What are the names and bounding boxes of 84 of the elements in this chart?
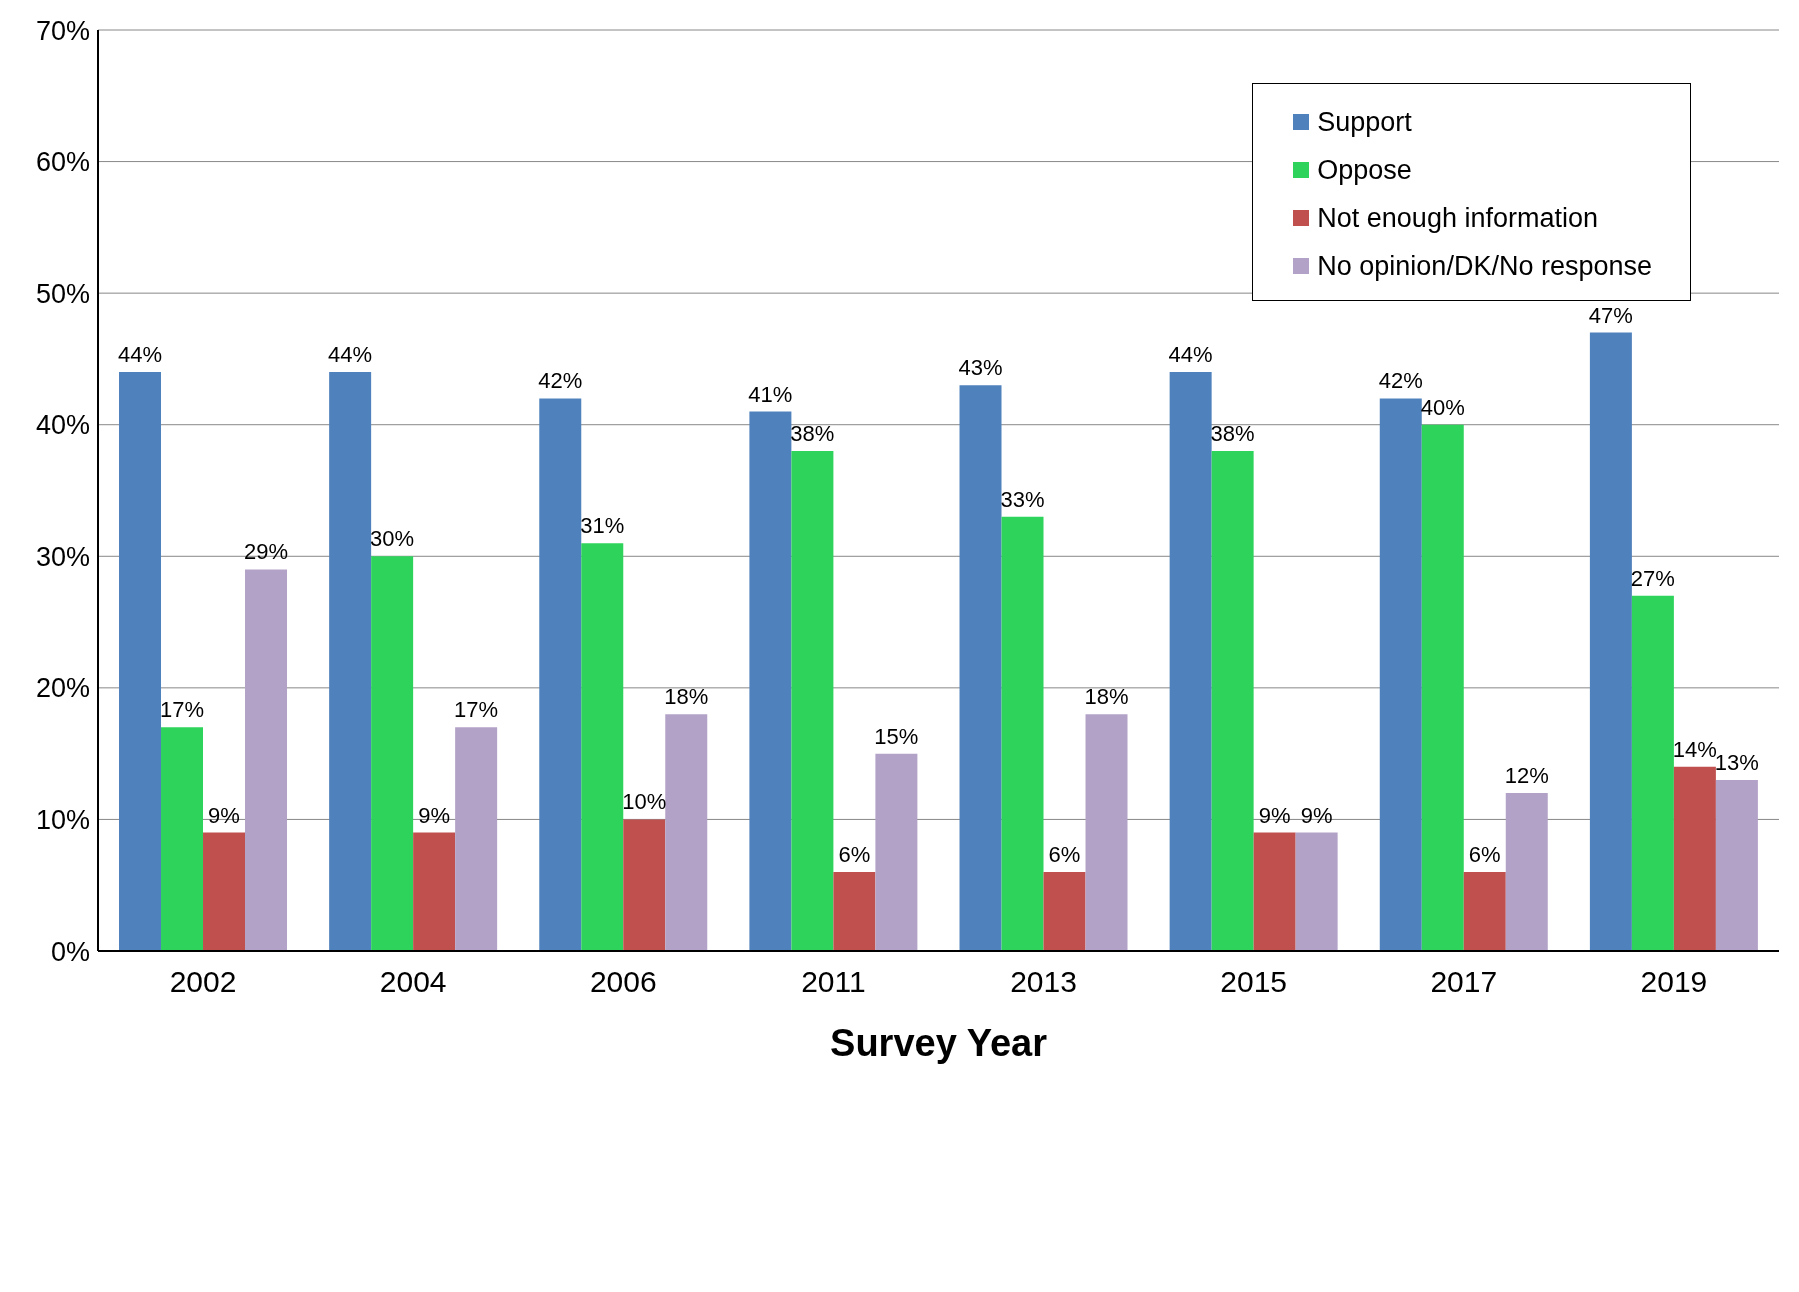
data-label: 17% (159, 697, 205, 723)
x-tick-label: 2019 (1640, 965, 1708, 999)
x-tick-label: 2015 (1220, 965, 1288, 999)
legend-label: Oppose (1317, 154, 1412, 186)
y-tick-label: 40% (35, 410, 90, 441)
bar (791, 451, 834, 951)
legend-label: Support (1317, 106, 1412, 138)
bar (1253, 832, 1296, 951)
x-tick-label: 2002 (169, 965, 237, 999)
data-label: 30% (370, 526, 415, 552)
bar (119, 372, 162, 951)
y-tick-label: 50% (35, 278, 90, 309)
data-label: 15% (874, 723, 919, 749)
bar (1001, 516, 1044, 951)
data-label: 10% (622, 789, 667, 815)
data-label: 38% (790, 421, 835, 447)
bar (1211, 451, 1254, 951)
y-tick-label: 0% (50, 936, 90, 967)
data-label: 18% (1084, 684, 1129, 710)
bar (833, 872, 876, 951)
bar (1715, 779, 1758, 951)
x-axis-title: Survey Year (830, 1022, 1048, 1064)
bar (749, 411, 792, 951)
bar (875, 753, 918, 951)
data-label: 9% (208, 802, 240, 828)
data-label: 6% (1048, 842, 1081, 868)
data-label: 38% (1210, 421, 1255, 447)
bar (245, 569, 288, 951)
data-label: 44% (1168, 342, 1213, 368)
data-label: 44% (328, 342, 373, 368)
y-tick-label: 20% (35, 673, 90, 704)
bar (539, 398, 582, 951)
bar (329, 372, 372, 951)
data-label: 9% (1300, 802, 1333, 828)
bar (203, 832, 246, 951)
data-label: 18% (664, 684, 709, 710)
bar (1085, 714, 1128, 951)
bar (371, 556, 414, 951)
data-label: 27% (1630, 565, 1675, 591)
data-label: 9% (1258, 802, 1291, 828)
bar (1379, 398, 1422, 951)
data-label: 47% (1588, 302, 1633, 328)
bar (1043, 872, 1086, 951)
data-label: 14% (1672, 736, 1717, 762)
data-label: 40% (1420, 394, 1465, 420)
bar (1295, 832, 1338, 951)
legend-label: No opinion/DK/No response (1317, 250, 1652, 282)
x-tick-label: 2006 (589, 965, 657, 999)
bar (1589, 332, 1632, 951)
y-tick-label: 10% (35, 805, 90, 836)
data-label: 42% (538, 368, 583, 394)
bar (1169, 372, 1212, 951)
x-tick-label: 2011 (801, 965, 866, 999)
data-label: 43% (958, 355, 1003, 381)
data-label: 33% (1000, 486, 1045, 512)
data-label: 6% (1468, 842, 1501, 868)
x-tick-label: 2017 (1430, 965, 1498, 999)
data-label: 6% (838, 842, 871, 868)
bar (1505, 793, 1548, 951)
data-label: 12% (1504, 763, 1549, 789)
bar (959, 385, 1002, 951)
data-label: 31% (580, 513, 625, 539)
bar (623, 819, 666, 951)
bar (665, 714, 708, 951)
data-label: 9% (418, 802, 451, 828)
y-tick-label: 30% (35, 541, 90, 572)
legend-label: Not enough information (1317, 202, 1598, 234)
data-label: 29% (243, 539, 289, 565)
data-label: 41% (748, 381, 793, 407)
bar (1463, 872, 1506, 951)
x-tick-label: 2004 (379, 965, 447, 999)
bar (161, 727, 204, 951)
bar (1673, 766, 1716, 951)
bar (1421, 424, 1464, 951)
bar (413, 832, 456, 951)
data-label: 42% (1378, 368, 1423, 394)
bar (1631, 595, 1674, 951)
y-tick-label: 60% (35, 147, 90, 178)
y-tick-label: 70% (35, 15, 90, 46)
data-label: 17% (454, 697, 499, 723)
x-tick-label: 2013 (1010, 965, 1077, 999)
bar (455, 727, 498, 951)
data-label: 44% (117, 342, 163, 368)
bar (581, 543, 624, 951)
